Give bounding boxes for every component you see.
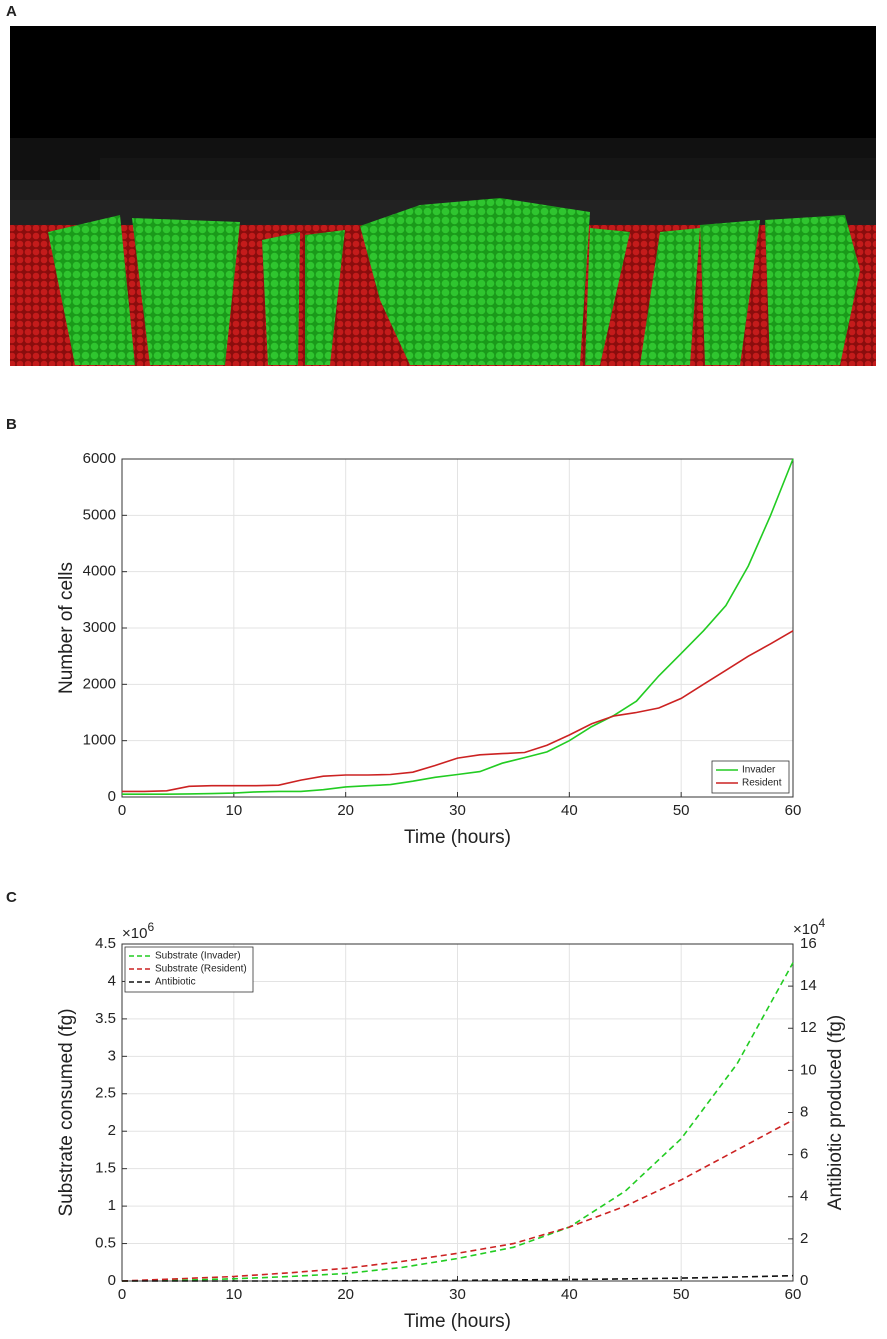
y-tick-label: 5000 (83, 506, 116, 523)
panel-label: A (6, 3, 17, 20)
y-tick-label: 6000 (83, 450, 116, 467)
y-tick-label: 0 (108, 788, 116, 805)
y-tick-label: 0 (108, 1272, 116, 1289)
multiplier-exponent: 6 (147, 920, 154, 934)
y-tick-label: 4 (108, 972, 116, 989)
axis-multiplier: ×104 (793, 916, 825, 938)
y-tick-label: 2.5 (95, 1085, 116, 1102)
multiplier-base: ×10 (793, 921, 818, 938)
x-tick-label: 60 (785, 1286, 802, 1303)
x-axis-label: Time (hours) (404, 1311, 511, 1332)
x-tick-label: 30 (449, 1286, 466, 1303)
y2-tick-label: 16 (800, 935, 817, 952)
x-tick-label: 50 (673, 802, 690, 819)
x-tick-label: 10 (225, 1286, 242, 1303)
x-axis-label: Time (hours) (404, 827, 511, 848)
y-tick-label: 3000 (83, 619, 116, 636)
y2-axis-label: Antibiotic produced (fg) (825, 1015, 846, 1210)
x-tick-label: 60 (785, 802, 802, 819)
legend-label: Substrate (Invader) (155, 951, 241, 962)
y2-tick-label: 12 (800, 1019, 817, 1036)
x-tick-label: 40 (561, 802, 578, 819)
plot-frame (121, 458, 794, 798)
multiplier-base: ×10 (122, 925, 147, 942)
x-tick-label: 40 (561, 1286, 578, 1303)
x-tick-label: 50 (673, 1286, 690, 1303)
axis-multiplier: ×106 (122, 920, 154, 942)
panel-label: B (6, 416, 17, 433)
y-tick-label: 0.5 (95, 1235, 116, 1252)
x-tick-label: 20 (337, 1286, 354, 1303)
y-tick-label: 1.5 (95, 1160, 116, 1177)
y-tick-label: 3.5 (95, 1010, 116, 1027)
y-tick-label: 1000 (83, 732, 116, 749)
y2-tick-label: 10 (800, 1061, 817, 1078)
y-tick-label: 2 (108, 1122, 116, 1139)
panel-label: C (6, 889, 17, 906)
simulation-image (10, 26, 876, 366)
y-axis-label: Number of cells (56, 562, 77, 694)
legend-label: Antibiotic (155, 977, 196, 988)
y-tick-label: 4000 (83, 563, 116, 580)
series-line (122, 630, 794, 793)
legend-label: Substrate (Resident) (155, 964, 247, 975)
y2-tick-label: 14 (800, 977, 817, 994)
series-line (121, 962, 794, 1282)
y2-tick-label: 0 (800, 1272, 808, 1289)
x-tick-label: 20 (337, 802, 354, 819)
y2-tick-label: 6 (800, 1146, 808, 1163)
legend-label: Invader (742, 765, 776, 776)
x-tick-label: 0 (118, 1286, 126, 1303)
legend-label: Resident (742, 778, 782, 789)
y2-tick-label: 2 (800, 1230, 808, 1247)
legend-box (711, 760, 790, 794)
y-axis-label: Substrate consumed (fg) (56, 1008, 77, 1216)
series-line (122, 458, 794, 795)
y-tick-label: 2000 (83, 675, 116, 692)
y-tick-label: 4.5 (95, 935, 116, 952)
series-line (122, 1274, 794, 1282)
x-tick-label: 10 (225, 802, 242, 819)
y2-tick-label: 8 (800, 1103, 808, 1120)
y2-tick-label: 4 (800, 1188, 808, 1205)
x-tick-label: 30 (449, 802, 466, 819)
series-line (121, 1119, 794, 1282)
y-tick-label: 3 (108, 1047, 116, 1064)
y-tick-label: 1 (108, 1197, 116, 1214)
x-tick-label: 0 (118, 802, 126, 819)
multiplier-exponent: 4 (818, 916, 825, 930)
